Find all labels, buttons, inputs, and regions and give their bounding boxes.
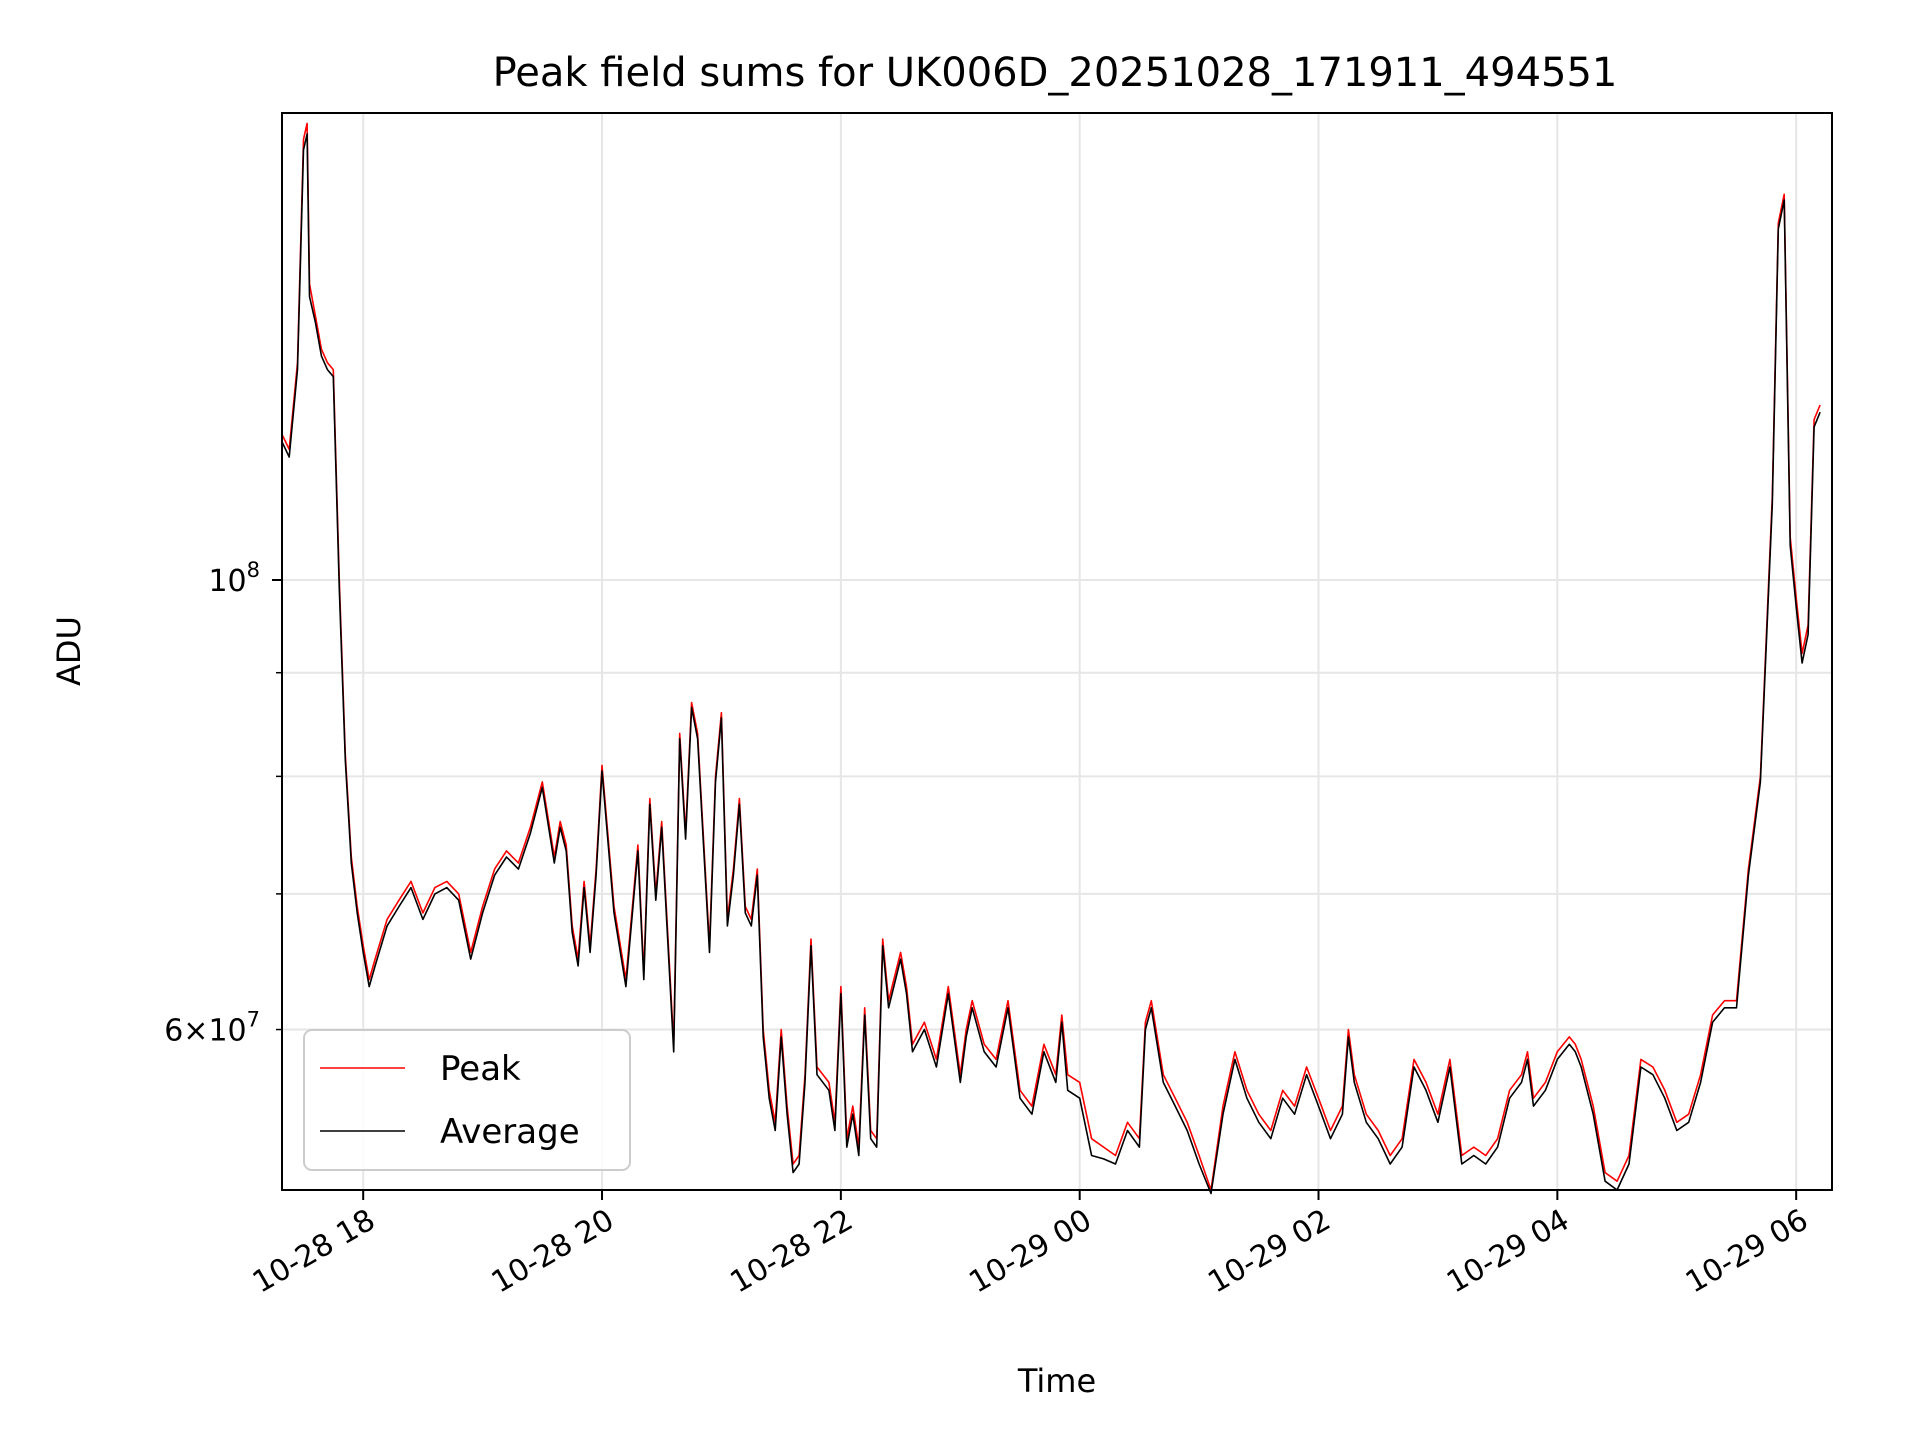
legend-box [303, 1029, 631, 1171]
y-tick-label-minor: 6×107 [164, 1008, 260, 1049]
legend: Peak Average [303, 1029, 631, 1171]
plot-frame [281, 112, 1833, 1191]
x-axis-label: Time [1017, 1362, 1096, 1400]
y-axis: 108 6×107 [164, 558, 282, 1049]
chart-title: Peak field sums for UK006D_20251028_1719… [493, 50, 1618, 96]
series-line-peak [281, 122, 1821, 1191]
series-line-average [281, 133, 1821, 1195]
legend-label-average: Average [440, 1112, 580, 1152]
grid [282, 113, 1832, 1190]
y-tick-label-major: 108 [208, 558, 260, 599]
series-layer [281, 122, 1821, 1195]
y-axis-label: ADU [50, 616, 88, 686]
legend-label-peak: Peak [440, 1049, 521, 1089]
